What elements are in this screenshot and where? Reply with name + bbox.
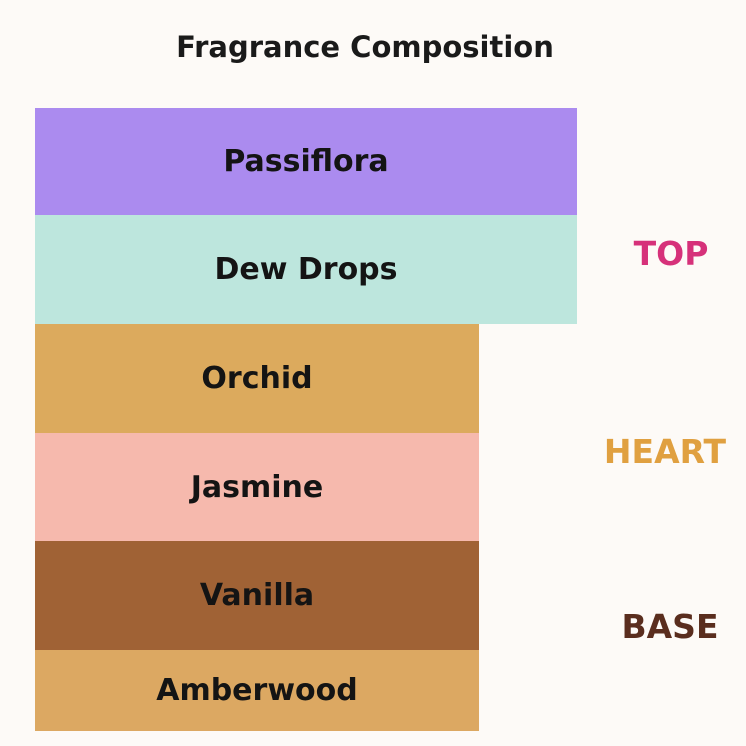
tier-heart-label: HEART	[603, 432, 727, 471]
tier-top-label: TOP	[633, 234, 709, 273]
layer-label: Dew Drops	[214, 252, 398, 287]
layer-label: Orchid	[201, 361, 313, 396]
layer-amberwood: Amberwood	[35, 650, 479, 731]
layer-label: Vanilla	[199, 578, 315, 613]
layer-label: Amberwood	[156, 673, 358, 708]
layer-label: Passiflora	[223, 144, 389, 179]
layer-orchid: Orchid	[35, 324, 479, 433]
layer-label: Jasmine	[190, 469, 324, 505]
layer-dew-drops: Dew Drops	[35, 215, 577, 324]
layer-vanilla: Vanilla	[35, 541, 479, 650]
diagram-title: Fragrance Composition	[176, 30, 554, 64]
layer-jasmine: Jasmine	[35, 433, 479, 541]
layer-passiflora: Passiflora	[35, 108, 577, 215]
tier-base-label: BASE	[621, 607, 719, 646]
